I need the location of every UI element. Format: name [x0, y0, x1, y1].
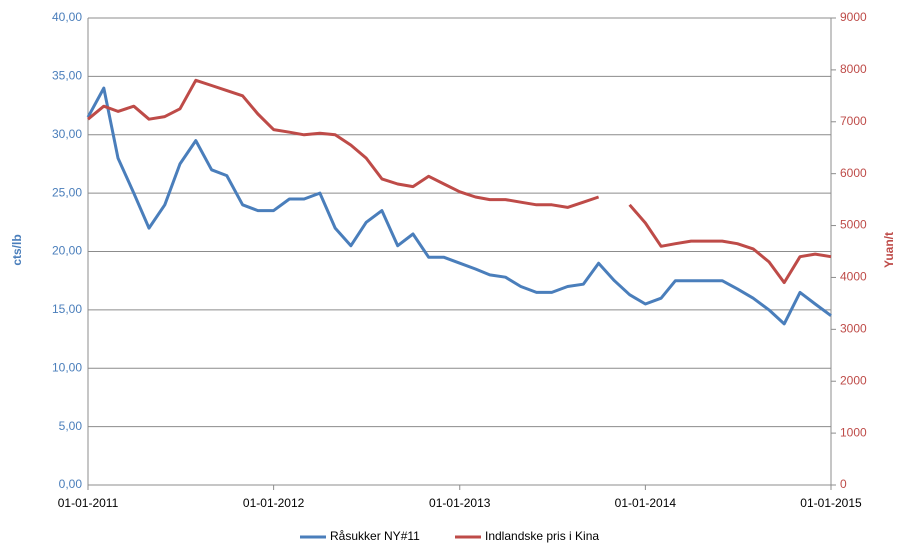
y-tick-label: 35,00	[52, 69, 82, 83]
legend-label: Indlandske pris i Kina	[485, 529, 599, 543]
y-tick-label: 30,00	[52, 127, 82, 141]
y2-tick-label: 6000	[840, 166, 867, 180]
series-line	[87, 78, 832, 285]
y2-tick-label: 2000	[840, 373, 867, 387]
y-tick-label: 15,00	[52, 302, 82, 316]
series-line	[86, 86, 832, 326]
y-tick-label: 5,00	[59, 419, 83, 433]
x-tick-label: 01-01-2012	[243, 496, 305, 510]
y2-tick-label: 3000	[840, 322, 867, 336]
legend-label: Råsukker NY#11	[330, 529, 420, 543]
y-tick-label: 25,00	[52, 185, 82, 199]
x-tick-label: 01-01-2011	[58, 496, 119, 510]
y2-tick-label: 9000	[840, 10, 867, 24]
y2-tick-label: 1000	[840, 425, 867, 439]
y-axis-title: cts/lb	[10, 234, 24, 265]
y2-tick-label: 8000	[840, 62, 867, 76]
x-tick-label: 01-01-2013	[429, 496, 491, 510]
x-tick-label: 01-01-2014	[615, 496, 677, 510]
y2-tick-label: 4000	[840, 270, 867, 284]
y-tick-label: 0,00	[59, 477, 83, 491]
x-tick-label: 01-01-2015	[800, 496, 862, 510]
y2-tick-label: 5000	[840, 218, 867, 232]
y-tick-label: 40,00	[52, 10, 82, 24]
y2-tick-label: 0	[840, 477, 847, 491]
y-tick-label: 10,00	[52, 360, 82, 374]
y-tick-label: 20,00	[52, 244, 82, 258]
y2-axis-title: Yuan/t	[882, 232, 896, 268]
y2-tick-label: 7000	[840, 114, 867, 128]
